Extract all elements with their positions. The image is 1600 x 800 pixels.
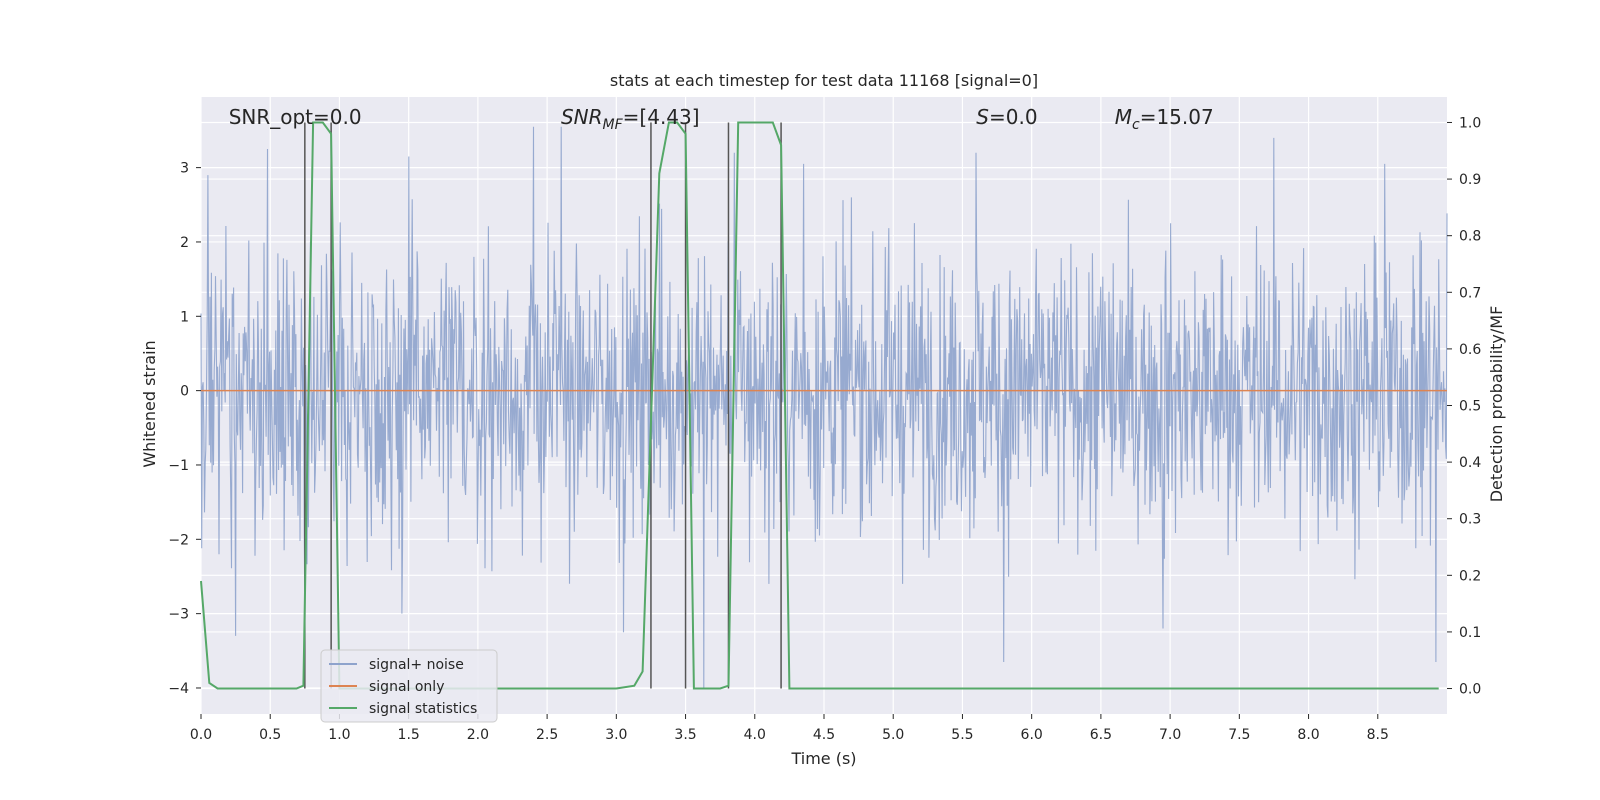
y-left-tick-label: −4 (168, 681, 189, 697)
chart-title: stats at each timestep for test data 111… (610, 71, 1038, 90)
x-tick-label: 6.0 (1021, 727, 1043, 743)
y-axis-left-ticks: −4 −3 −2 −1 0 1 2 3 (168, 161, 201, 697)
x-tick-label: 0.0 (190, 727, 212, 743)
x-tick-label: 7.5 (1228, 727, 1250, 743)
x-tick-label: 8.5 (1367, 727, 1389, 743)
y-right-tick-label: 0.2 (1459, 568, 1481, 584)
y-right-tick-label: 0.9 (1459, 172, 1481, 188)
x-axis-ticks: 0.0 0.5 1.0 1.5 2.0 2.5 3.0 3.5 4.0 4.5 5.0 5.5 6.0 6… (190, 714, 1389, 743)
x-tick-label: 0.5 (259, 727, 281, 743)
annotation-1: SNRMF=[4.43] (561, 105, 700, 133)
x-tick-label: 7.0 (1159, 727, 1181, 743)
annotations: SNR_opt=0.0 SNRMF=[4.43] S=0.0 Mc=15.07 (229, 105, 1214, 133)
y-right-tick-label: 0.0 (1459, 682, 1481, 698)
y-axis-right-label: Detection probability/MF (1487, 306, 1506, 503)
y-left-tick-label: 2 (180, 235, 189, 251)
series-signal-statistics (200, 121, 1439, 690)
y-right-tick-label: 1.0 (1459, 115, 1481, 131)
x-tick-label: 3.0 (605, 727, 627, 743)
x-tick-label: 1.5 (398, 727, 420, 743)
x-tick-label: 2.0 (467, 727, 489, 743)
y-right-tick-label: 0.6 (1459, 342, 1481, 358)
annotation-0: SNR_opt=0.0 (229, 105, 362, 129)
y-left-tick-label: −3 (168, 607, 189, 623)
legend: signal+ noise signal only signal statist… (320, 649, 498, 723)
y-right-tick-label: 0.7 (1459, 285, 1481, 301)
y-right-tick-label: 0.3 (1459, 512, 1481, 528)
y-left-tick-label: −2 (168, 532, 189, 548)
series-signal-noise (200, 126, 1448, 689)
y-right-tick-label: 0.5 (1459, 399, 1481, 415)
y-left-tick-label: 0 (180, 384, 189, 400)
x-tick-label: 2.5 (536, 727, 558, 743)
legend-label-signal-statistics: signal statistics (369, 701, 477, 717)
y-right-tick-label: 0.8 (1459, 229, 1481, 245)
y-left-tick-label: 1 (180, 309, 189, 325)
x-tick-label: 3.5 (674, 727, 696, 743)
x-tick-label: 1.0 (328, 727, 350, 743)
y-right-tick-label: 0.4 (1459, 455, 1481, 471)
x-tick-label: 4.0 (744, 727, 766, 743)
y-left-tick-label: 3 (180, 161, 189, 177)
y-axis-right-ticks: 0.0 0.1 0.2 0.3 0.4 0.5 0.6 0.7 0.8 0.9 1.0 (1447, 115, 1481, 698)
signal-statistics-line (200, 121, 1439, 690)
x-tick-label: 4.5 (813, 727, 835, 743)
legend-frame (320, 649, 498, 723)
y-axis-left-label: Whitened strain (140, 340, 159, 467)
annotation-2: S=0.0 (976, 105, 1037, 129)
y-left-tick-label: −1 (168, 458, 189, 474)
x-tick-label: 6.5 (1090, 727, 1112, 743)
x-tick-label: 5.0 (882, 727, 904, 743)
legend-label-signal-only: signal only (369, 679, 444, 695)
annotation-3: Mc=15.07 (1115, 105, 1214, 133)
y-right-tick-label: 0.1 (1459, 625, 1481, 641)
x-tick-label: 5.5 (951, 727, 973, 743)
x-tick-label: 8.0 (1297, 727, 1319, 743)
signal-noise-line (200, 126, 1448, 689)
x-axis-label: Time (s) (790, 749, 856, 768)
legend-label-signal-noise: signal+ noise (369, 657, 464, 673)
